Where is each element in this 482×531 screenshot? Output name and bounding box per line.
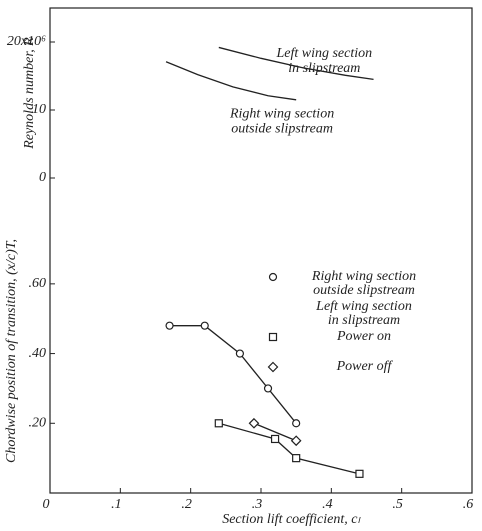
y-tick-label: 0 (39, 170, 46, 185)
circle-marker (200, 321, 209, 330)
y-axis-label: Chordwise position of transition, (x/c)T… (4, 239, 19, 463)
circle-marker (235, 349, 244, 358)
legend-label: Power off (336, 359, 394, 374)
legend-label: Left wing section (315, 299, 412, 314)
legend-label: Power on (336, 329, 391, 344)
x-axis-label: Section lift coefficient, cₗ (222, 512, 361, 527)
square-marker (270, 434, 280, 444)
x-tick-label: .4 (322, 497, 333, 512)
y-tick-label: 20x10⁶ (7, 34, 46, 49)
annotation: outside slipstream (231, 121, 333, 136)
y-tick-label: 10 (32, 102, 46, 117)
circle-marker (165, 321, 174, 330)
y-tick-label: .20 (29, 416, 47, 431)
diamond-marker (290, 435, 302, 447)
square-marker (214, 419, 223, 428)
x-tick-label: .3 (252, 497, 263, 512)
legend-label: outside slipstream (313, 283, 415, 298)
circle-marker (268, 272, 278, 282)
series-line (169, 325, 297, 424)
x-tick-label: .1 (111, 497, 122, 512)
y-tick-label: .40 (29, 346, 47, 361)
circle-marker (292, 419, 301, 428)
diamond-marker (267, 361, 279, 373)
x-tick-label: .2 (181, 497, 192, 512)
series-line (253, 422, 297, 442)
y-axis-label: Reynolds number, R (22, 37, 37, 150)
x-tick-label: .5 (392, 497, 403, 512)
series-line (218, 422, 360, 475)
series-line (165, 61, 297, 101)
square-marker (355, 469, 364, 478)
frame (49, 7, 473, 494)
annotation: Left wing section (275, 46, 372, 61)
series-line (218, 46, 374, 81)
legend-label: in slipstream (328, 313, 400, 328)
annotation: in slipstream (288, 61, 360, 76)
legend-label: Right wing section (311, 269, 416, 284)
diamond-marker (248, 417, 260, 429)
y-tick-label: .60 (29, 276, 47, 291)
x-tick-label: 0 (43, 497, 50, 512)
circle-marker (263, 384, 273, 393)
square-marker (268, 332, 278, 342)
x-tick-label: .6 (463, 497, 474, 512)
square-marker (292, 454, 301, 463)
annotation: Right wing section (229, 106, 334, 121)
